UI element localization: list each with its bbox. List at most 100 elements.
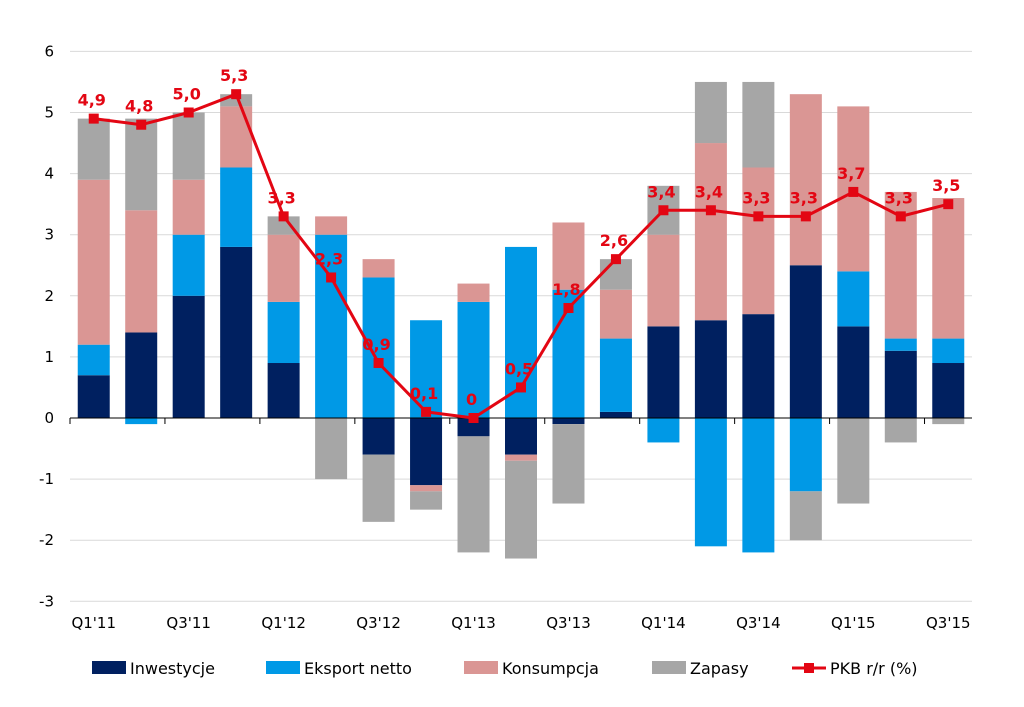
gdp-point-marker [468,413,479,423]
bar-segment-zapasy [505,460,537,559]
bar-segment-zapasy [267,216,300,235]
gdp-data-label: 0,9 [362,335,390,354]
gdp-data-label: 3,3 [885,188,913,207]
bar-segment-konsumpcja [315,216,348,235]
bar-segment-eksport-netto [694,418,727,547]
bar-segment-zapasy [552,424,585,504]
bar-segment-inwestycje [220,246,253,418]
y-tick-label: 0 [44,409,54,427]
gdp-point-marker [421,406,432,417]
bar-segment-zapasy [694,81,727,144]
bar-segment-eksport-netto [789,418,822,492]
bar-segment-inwestycje [125,332,158,418]
gdp-data-label: 4,9 [78,91,106,110]
legend-item: Zapasy [652,659,749,678]
bar-segment-konsumpcja [505,454,537,461]
bar-segment-inwestycje [789,265,822,418]
bar-segment-inwestycje [552,418,585,425]
bar-segment-eksport-netto [742,418,775,553]
bar-segment-eksport-netto [837,271,870,327]
gdp-data-label: 3,3 [267,188,295,207]
y-tick-label: -3 [39,592,54,610]
bar-segment-konsumpcja [77,179,110,345]
bar-segment-eksport-netto [77,344,110,376]
gdp-point-marker [231,89,242,100]
x-axis-tick-labels: Q1'11 Q3'11 Q1'12 Q3'12 Q1'13 Q3'13 Q1'14 Q3'14… [71,614,970,632]
legend-label: Konsumpcja [502,659,599,678]
x-tick-label: Q3'14 [736,614,781,632]
gdp-point-marker [563,303,574,314]
gdp-data-label: 3,3 [790,188,818,207]
gdp-point-marker [88,113,99,124]
gdp-point-marker [753,211,764,222]
bar-segment-konsumpcja [457,283,490,302]
bar-segment-inwestycje [77,375,110,418]
gdp-data-label: 5,0 [173,85,201,104]
bar-segment-konsumpcja [599,289,632,339]
bar-segment-zapasy [410,491,443,510]
bar-segment-konsumpcja [267,234,300,302]
gdp-point-marker [800,211,811,222]
gdp-point-marker [136,119,147,130]
bar-segment-inwestycje [742,314,775,418]
legend-label: Inwestycje [130,659,215,678]
bar-segment-zapasy [457,436,490,553]
gdp-data-label: 3,7 [837,164,865,183]
bar-segment-inwestycje [694,320,727,418]
legend-swatch [92,661,126,674]
y-tick-label: -1 [39,470,54,488]
bar-segment-konsumpcja [172,179,205,235]
legend-label: Zapasy [690,659,749,678]
x-tick-label: Q3'13 [546,614,591,632]
x-tick-label: Q3'12 [356,614,401,632]
bar-segment-zapasy [77,118,110,180]
bar-segment-eksport-netto [125,418,158,425]
gdp-point-marker [848,186,859,197]
y-tick-label: 6 [44,42,54,60]
gdp-point-marker [943,199,954,210]
bar-segment-inwestycje [362,418,395,455]
bar-segment-konsumpcja [694,143,727,321]
legend-item: Inwestycje [92,659,215,678]
y-tick-label: 3 [44,226,54,244]
y-tick-label: -2 [39,531,54,549]
gdp-point-marker [610,254,621,265]
bar-segment-konsumpcja [647,234,680,327]
bar-segment-eksport-netto [932,338,965,364]
gdp-data-label: 3,4 [695,182,723,201]
x-tick-label: Q1'11 [71,614,116,632]
bar-segment-inwestycje [647,326,680,418]
bar-segment-zapasy [789,491,822,541]
stacked-bars [77,81,965,559]
gdp-point-marker [658,205,669,216]
bar-segment-zapasy [315,418,348,480]
bar-segment-konsumpcja [552,222,585,290]
legend-label: Eksport netto [304,659,412,678]
legend-item: Konsumpcja [464,659,599,678]
bar-segment-inwestycje [599,411,632,418]
legend-swatch [652,661,686,674]
y-tick-label: 2 [44,287,54,305]
gdp-data-label: 0 [466,390,477,409]
gdp-data-labels: 4,9 4,8 5,0 5,3 3,3 2,3 0,9 0,1 0 0,5 1,8 2,6 3,4 3,4… [78,66,961,409]
y-axis-tick-labels: -3 -2 -1 0 1 2 3 4 5 6 [39,42,54,610]
x-tick-label: Q1'14 [641,614,686,632]
gdp-point-marker [183,107,194,118]
bar-segment-eksport-netto [884,338,917,351]
bar-segment-eksport-netto [457,301,490,418]
bar-segment-eksport-netto [599,338,632,412]
bar-segment-zapasy [172,112,205,180]
bar-segment-zapasy [742,81,775,168]
gdp-point-marker [705,205,716,216]
y-tick-label: 5 [44,104,54,122]
gdp-data-label: 3,4 [647,182,675,201]
bar-segment-inwestycje [884,350,917,418]
y-tick-label: 4 [44,165,54,183]
bar-segment-eksport-netto [220,167,253,247]
bar-segment-zapasy [362,454,395,522]
bar-segment-konsumpcja [220,106,253,168]
x-tick-label: Q3'15 [926,614,971,632]
bar-segment-zapasy [932,418,965,425]
x-tick-label: Q3'11 [166,614,211,632]
bar-segment-konsumpcja [125,210,158,333]
